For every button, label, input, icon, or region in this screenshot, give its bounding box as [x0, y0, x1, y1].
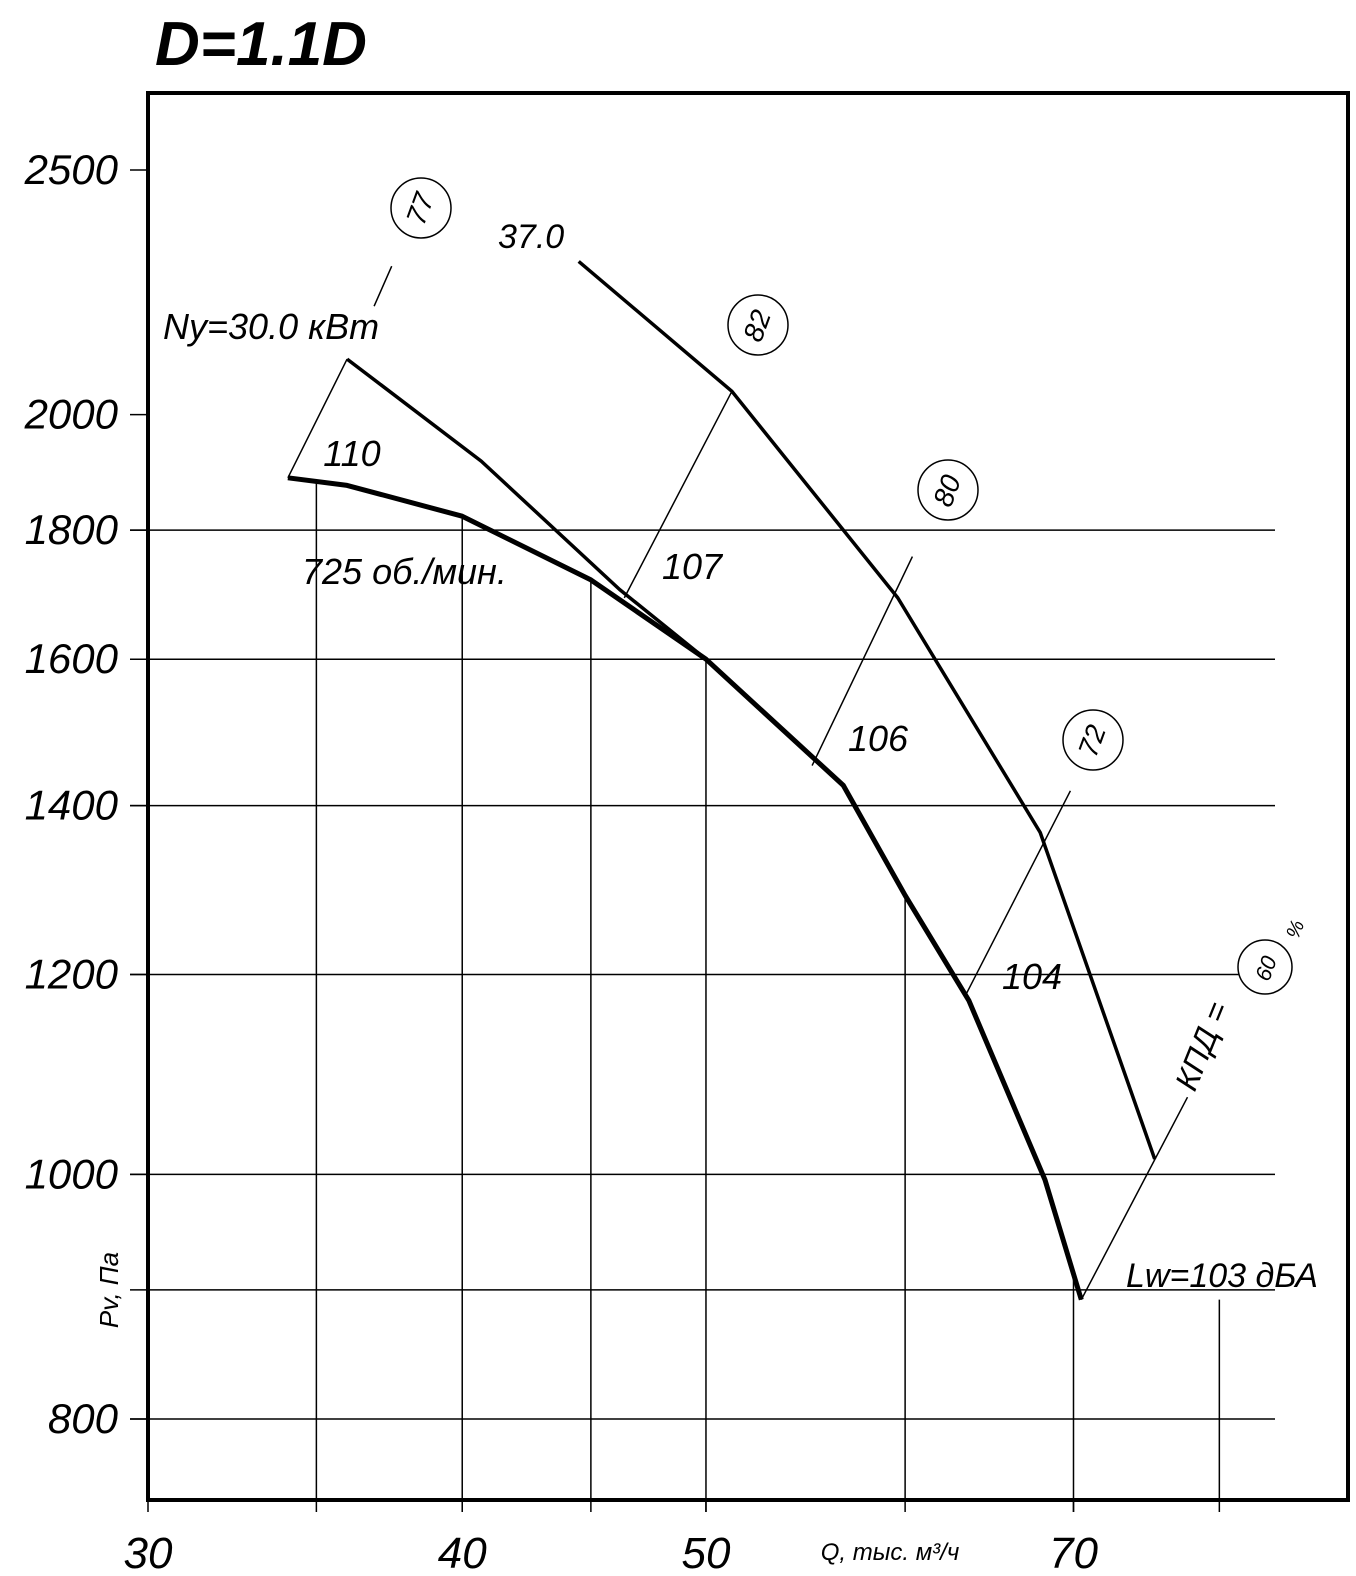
- efficiency-line: [964, 790, 1072, 997]
- y-tick-label: 2500: [24, 146, 119, 193]
- efficiency-circle: [390, 177, 452, 239]
- efficiency-circle: [917, 459, 979, 521]
- efficiency-circle: [1237, 939, 1293, 995]
- x-tick-label: 70: [1049, 1529, 1098, 1576]
- efficiency-circle: [1062, 709, 1124, 771]
- y-tick-label: 800: [48, 1395, 119, 1442]
- series-label: 37.0: [498, 218, 564, 256]
- y-tick-label: 1400: [25, 782, 119, 829]
- x-tick-label: 50: [681, 1529, 730, 1576]
- noise-label: 104: [1002, 956, 1062, 997]
- y-tick-label: 1600: [25, 635, 119, 682]
- y-tick-label: 1000: [25, 1150, 119, 1197]
- efficiency-unit: %: [1282, 917, 1309, 942]
- noise-label: 107: [662, 546, 724, 587]
- x-tick-label: 40: [438, 1529, 487, 1576]
- efficiency-circle: [727, 294, 789, 356]
- efficiency-line: [623, 390, 733, 599]
- y-axis-label: Pv, Па: [94, 1252, 124, 1328]
- series-line: [287, 475, 1084, 1301]
- plot-frame: [146, 91, 1350, 1502]
- x-tick-label: 30: [124, 1529, 173, 1576]
- chart-title: D=1.1D: [155, 10, 367, 79]
- noise-label: 106: [848, 718, 909, 759]
- series-label: Ny=30.0 кВт: [163, 306, 379, 347]
- efficiency-line: [1080, 1096, 1189, 1301]
- noise-label: Lw=103 дБА: [1126, 1257, 1318, 1295]
- series-line: [577, 260, 1157, 1160]
- y-tick-label: 1200: [25, 951, 119, 998]
- x-axis-label: Q, тыс. м³/ч: [821, 1539, 960, 1566]
- efficiency-line: [287, 265, 393, 479]
- y-tick-label: 2000: [24, 391, 119, 438]
- efficiency-line: [811, 556, 914, 766]
- series-label: 725 об./мин.: [302, 551, 507, 592]
- noise-label: 110: [323, 433, 380, 474]
- y-tick-label: 1800: [25, 506, 119, 553]
- efficiency-label: КПД =: [1168, 996, 1236, 1095]
- series-line: [346, 357, 708, 661]
